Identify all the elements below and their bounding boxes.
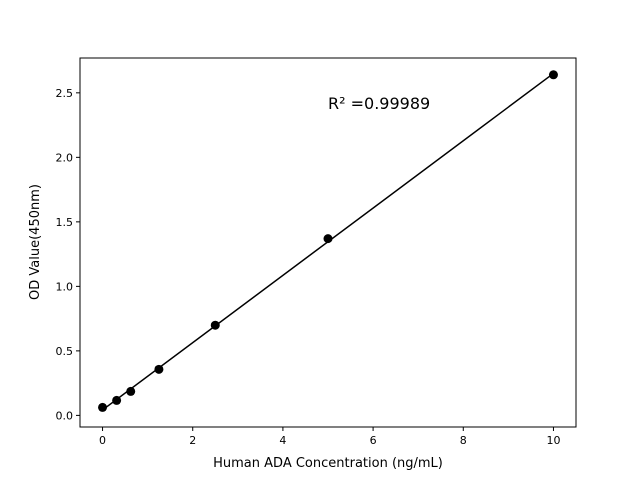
data-point bbox=[210, 320, 220, 330]
x-tick-label: 8 bbox=[460, 434, 467, 447]
data-point bbox=[154, 364, 164, 374]
x-tick-label: 4 bbox=[279, 434, 286, 447]
data-point bbox=[112, 395, 122, 405]
plot-frame bbox=[79, 57, 577, 428]
data-point bbox=[98, 402, 108, 412]
y-tick-label: 2.5 bbox=[56, 87, 74, 100]
y-tick-label: 1.5 bbox=[56, 216, 74, 229]
x-tick-label: 2 bbox=[189, 434, 196, 447]
y-tick-label: 2.0 bbox=[56, 151, 74, 164]
x-axis-label: Human ADA Concentration (ng/mL) bbox=[213, 456, 443, 471]
data-point bbox=[126, 386, 136, 396]
x-tick-label: 0 bbox=[99, 434, 106, 447]
data-point bbox=[323, 234, 333, 244]
y-tick-label: 0.5 bbox=[56, 345, 74, 358]
data-point bbox=[548, 70, 558, 80]
y-axis-label: OD Value(450nm) bbox=[28, 184, 43, 300]
y-tick-label: 0.0 bbox=[56, 409, 74, 422]
y-tick-label: 1.0 bbox=[56, 280, 74, 293]
x-tick-label: 10 bbox=[546, 434, 560, 447]
r-squared-annotation: R² =0.99989 bbox=[328, 94, 430, 113]
x-tick-label: 6 bbox=[370, 434, 377, 447]
